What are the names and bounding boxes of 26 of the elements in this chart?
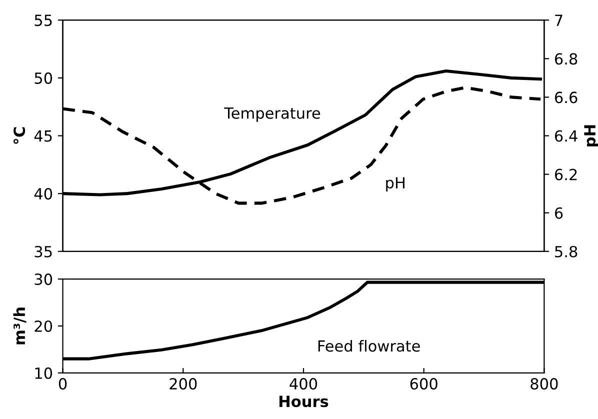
y-tick-label: 10	[35, 367, 52, 379]
x-tick-label: 800	[530, 378, 558, 390]
y-axis-title: °C	[13, 127, 26, 144]
y2-tick-label: 6.4	[554, 130, 578, 142]
y-tick-label: 30	[34, 274, 52, 286]
series-label: pH	[386, 177, 404, 192]
x-tick-label: 600	[410, 378, 438, 390]
y-tick-label: 20	[34, 320, 52, 332]
y-tick-label: 55	[34, 14, 52, 26]
y-tick-label: 50	[34, 72, 52, 84]
series-label: Feed flowrate	[318, 340, 420, 352]
x-tick-label: 200	[170, 378, 197, 390]
x-tick-label: 0	[58, 378, 67, 390]
y-tick-label: 45	[34, 130, 52, 142]
x-tick-label: 400	[290, 378, 318, 390]
y2-tick-label: 6.8	[554, 53, 578, 65]
x-axis-title: Hours	[279, 396, 328, 408]
y2-tick-label: 6.2	[554, 168, 577, 180]
y-axis-title: m³/h	[13, 308, 26, 344]
series-label: Temperature	[224, 108, 320, 122]
y2-tick-label: 5.8	[555, 246, 578, 258]
y2-tick-label: 6	[554, 207, 563, 219]
y2-tick-label: 6.6	[554, 92, 578, 104]
y2-tick-label: 7	[555, 14, 562, 26]
y-tick-label: 40	[34, 188, 52, 200]
y-tick-label: 35	[34, 246, 52, 258]
